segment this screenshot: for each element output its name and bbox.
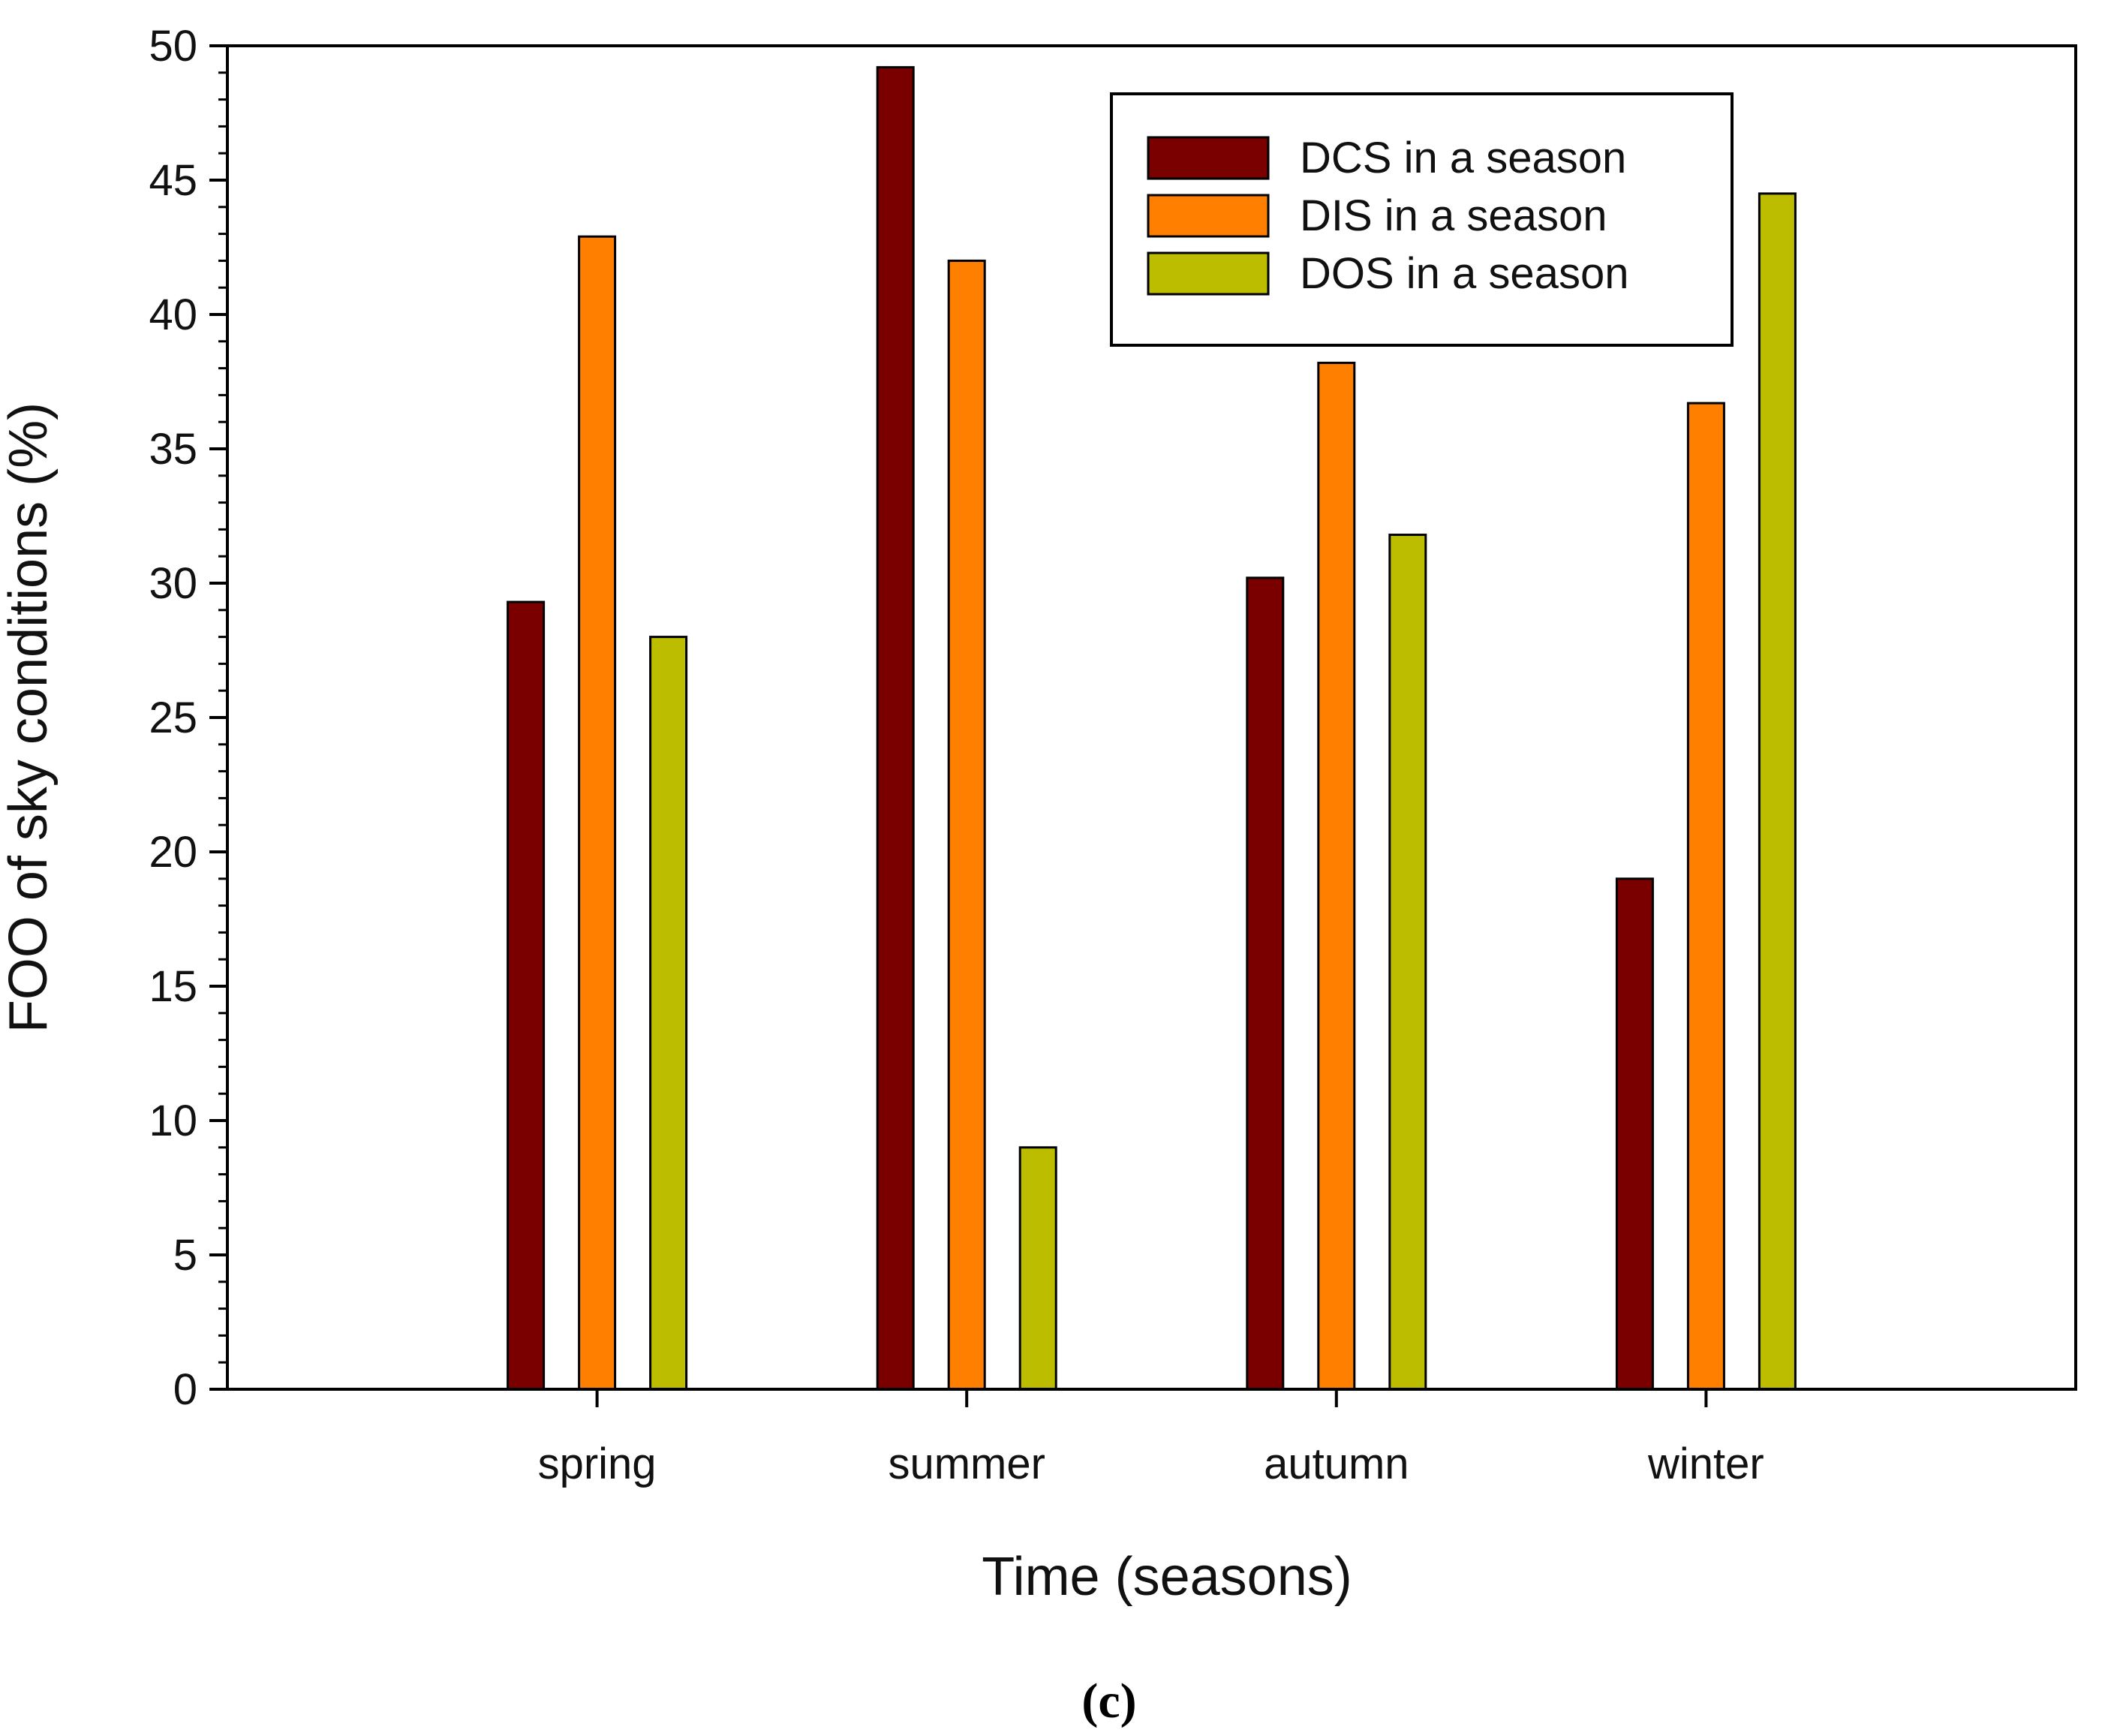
y-tick-label: 0: [173, 1365, 197, 1414]
bar-dis-summer: [947, 259, 986, 1391]
legend-swatch-dcs: [1147, 136, 1270, 180]
bar-dos-autumn: [1388, 534, 1427, 1391]
bar-dis-autumn: [1317, 361, 1356, 1391]
bar-dcs-summer: [876, 66, 915, 1391]
y-tick-label: 10: [149, 1097, 197, 1145]
y-tick-label: 15: [149, 962, 197, 1011]
legend: DCS in a season DIS in a season DOS in a s…: [1110, 92, 1734, 347]
y-tick-label: 40: [149, 290, 197, 339]
panel-label: (c): [1081, 1674, 1136, 1728]
bars: [507, 66, 1797, 1391]
x-tick-label-summer: summer: [888, 1440, 1045, 1488]
y-tick-label: 20: [149, 828, 197, 877]
y-tick-label: 35: [149, 425, 197, 474]
y-tick-label: 50: [149, 22, 197, 71]
legend-label: DCS in a season: [1300, 134, 1626, 182]
bar-dos-summer: [1018, 1146, 1057, 1391]
bar-dis-spring: [578, 235, 617, 1391]
legend-swatch-dos: [1147, 251, 1270, 296]
y-tick-label: 30: [149, 559, 197, 608]
legend-swatch-dis: [1147, 194, 1270, 238]
x-axis-title: Time (seasons): [982, 1547, 1352, 1607]
x-tick-label-autumn: autumn: [1264, 1440, 1409, 1488]
legend-label: DOS in a season: [1300, 249, 1628, 298]
x-tick-label-spring: spring: [538, 1440, 657, 1488]
legend-label: DIS in a season: [1300, 191, 1607, 240]
bar-dcs-spring: [507, 600, 546, 1391]
bar-dis-winter: [1686, 402, 1725, 1391]
x-axis-ticks: spring summer autumn winter: [538, 1389, 1764, 1488]
plot-frame: [226, 44, 2077, 1391]
bar-dos-winter: [1758, 192, 1797, 1391]
bar-dcs-autumn: [1246, 576, 1285, 1391]
y-tick-label: 25: [149, 693, 197, 742]
x-tick-label-winter: winter: [1647, 1440, 1764, 1488]
y-tick-label: 45: [149, 156, 197, 205]
y-tick-label: 5: [173, 1231, 197, 1280]
bar-dcs-winter: [1615, 877, 1654, 1391]
y-axis-title: FOO of sky conditions (%): [0, 402, 59, 1033]
y-axis-ticks: 0 5 10 15 20 25 30 35 40 45 50: [149, 22, 227, 1414]
bar-dos-spring: [649, 636, 688, 1391]
